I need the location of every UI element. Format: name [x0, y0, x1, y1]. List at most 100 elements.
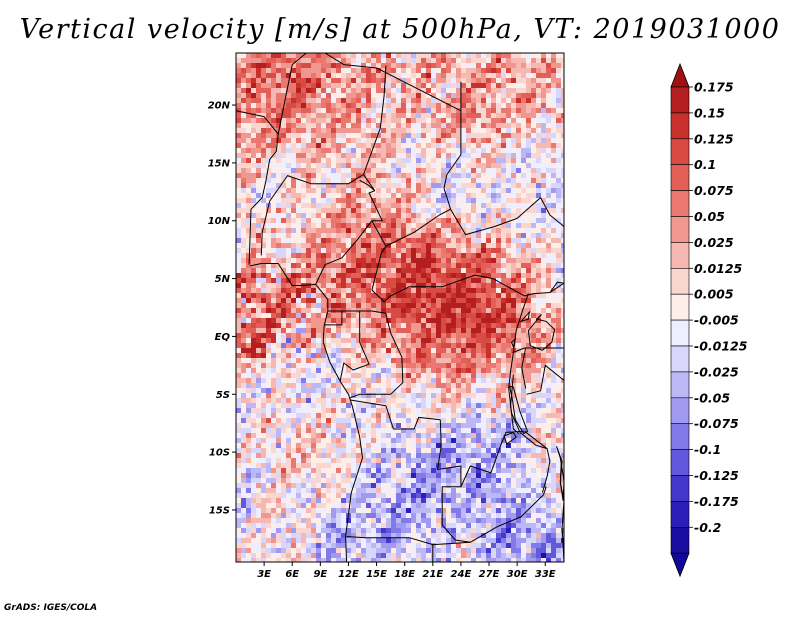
- velocity-cell: [366, 398, 372, 404]
- velocity-cell: [281, 378, 287, 384]
- velocity-cell: [541, 393, 547, 399]
- velocity-cell: [371, 383, 377, 389]
- velocity-cell: [291, 178, 297, 184]
- velocity-cell: [486, 63, 492, 69]
- velocity-cell: [351, 78, 357, 84]
- velocity-cell: [531, 203, 537, 209]
- velocity-cell: [481, 303, 487, 309]
- velocity-cell: [306, 368, 312, 374]
- velocity-cell: [536, 208, 542, 214]
- velocity-cell: [506, 343, 512, 349]
- velocity-cell: [391, 193, 397, 199]
- velocity-cell: [441, 288, 447, 294]
- velocity-cell: [526, 308, 532, 314]
- velocity-cell: [306, 248, 312, 254]
- velocity-cell: [381, 63, 387, 69]
- velocity-cell: [291, 153, 297, 159]
- velocity-cell: [421, 288, 427, 294]
- velocity-cell: [286, 418, 292, 424]
- velocity-cell: [401, 418, 407, 424]
- velocity-cell: [411, 118, 417, 124]
- velocity-cell: [276, 98, 282, 104]
- velocity-cell: [491, 128, 497, 134]
- velocity-cell: [476, 398, 482, 404]
- velocity-cell: [481, 208, 487, 214]
- velocity-cell: [366, 388, 372, 394]
- velocity-cell: [496, 158, 502, 164]
- velocity-cell: [251, 163, 257, 169]
- velocity-cell: [456, 178, 462, 184]
- velocity-cell: [326, 173, 332, 179]
- velocity-cell: [381, 103, 387, 109]
- velocity-cell: [346, 68, 352, 74]
- velocity-cell: [266, 398, 272, 404]
- velocity-cell: [361, 163, 367, 169]
- velocity-cell: [451, 328, 457, 334]
- velocity-cell: [366, 273, 372, 279]
- velocity-cell: [501, 308, 507, 314]
- velocity-cell: [386, 393, 392, 399]
- velocity-cell: [451, 153, 457, 159]
- velocity-cell: [386, 428, 392, 434]
- velocity-cell: [246, 403, 252, 409]
- velocity-cell: [406, 53, 412, 59]
- velocity-cell: [551, 103, 557, 109]
- velocity-cell: [496, 348, 502, 354]
- velocity-cell: [396, 98, 402, 104]
- velocity-cell: [386, 268, 392, 274]
- velocity-cell: [416, 283, 422, 289]
- velocity-cell: [536, 198, 542, 204]
- velocity-cell: [321, 338, 327, 344]
- velocity-cell: [361, 263, 367, 269]
- velocity-cell: [451, 88, 457, 94]
- velocity-cell: [461, 133, 467, 139]
- velocity-cell: [336, 258, 342, 264]
- velocity-cell: [401, 383, 407, 389]
- velocity-cell: [466, 408, 472, 414]
- velocity-cell: [301, 83, 307, 89]
- velocity-cell: [531, 73, 537, 79]
- velocity-cell: [311, 198, 317, 204]
- velocity-cell: [406, 133, 412, 139]
- velocity-cell: [456, 263, 462, 269]
- velocity-cell: [446, 368, 452, 374]
- velocity-cell: [496, 263, 502, 269]
- velocity-cell: [521, 163, 527, 169]
- velocity-cell: [406, 58, 412, 64]
- velocity-cell: [501, 198, 507, 204]
- velocity-cell: [341, 318, 347, 324]
- velocity-cell: [276, 253, 282, 259]
- velocity-cell: [416, 248, 422, 254]
- velocity-cell: [321, 283, 327, 289]
- velocity-cell: [551, 378, 557, 384]
- velocity-cell: [526, 238, 532, 244]
- velocity-cell: [551, 58, 557, 64]
- velocity-cell: [381, 268, 387, 274]
- velocity-cell: [496, 258, 502, 264]
- velocity-cell: [346, 133, 352, 139]
- velocity-cell: [271, 83, 277, 89]
- velocity-cell: [331, 383, 337, 389]
- velocity-cell: [556, 253, 562, 259]
- velocity-cell: [481, 283, 487, 289]
- velocity-cell: [431, 293, 437, 299]
- velocity-cell: [261, 373, 267, 379]
- velocity-cell: [366, 233, 372, 239]
- velocity-cell: [371, 253, 377, 259]
- velocity-cell: [311, 183, 317, 189]
- velocity-cell: [426, 298, 432, 304]
- velocity-cell: [246, 133, 252, 139]
- velocity-cell: [536, 83, 542, 89]
- velocity-cell: [401, 423, 407, 429]
- velocity-cell: [301, 73, 307, 79]
- velocity-cell: [391, 128, 397, 134]
- velocity-cell: [501, 363, 507, 369]
- velocity-cell: [286, 248, 292, 254]
- velocity-cell: [461, 88, 467, 94]
- velocity-cell: [386, 188, 392, 194]
- velocity-cell: [501, 243, 507, 249]
- velocity-cell: [456, 288, 462, 294]
- velocity-cell: [416, 78, 422, 84]
- velocity-cell: [526, 273, 532, 279]
- velocity-cell: [401, 223, 407, 229]
